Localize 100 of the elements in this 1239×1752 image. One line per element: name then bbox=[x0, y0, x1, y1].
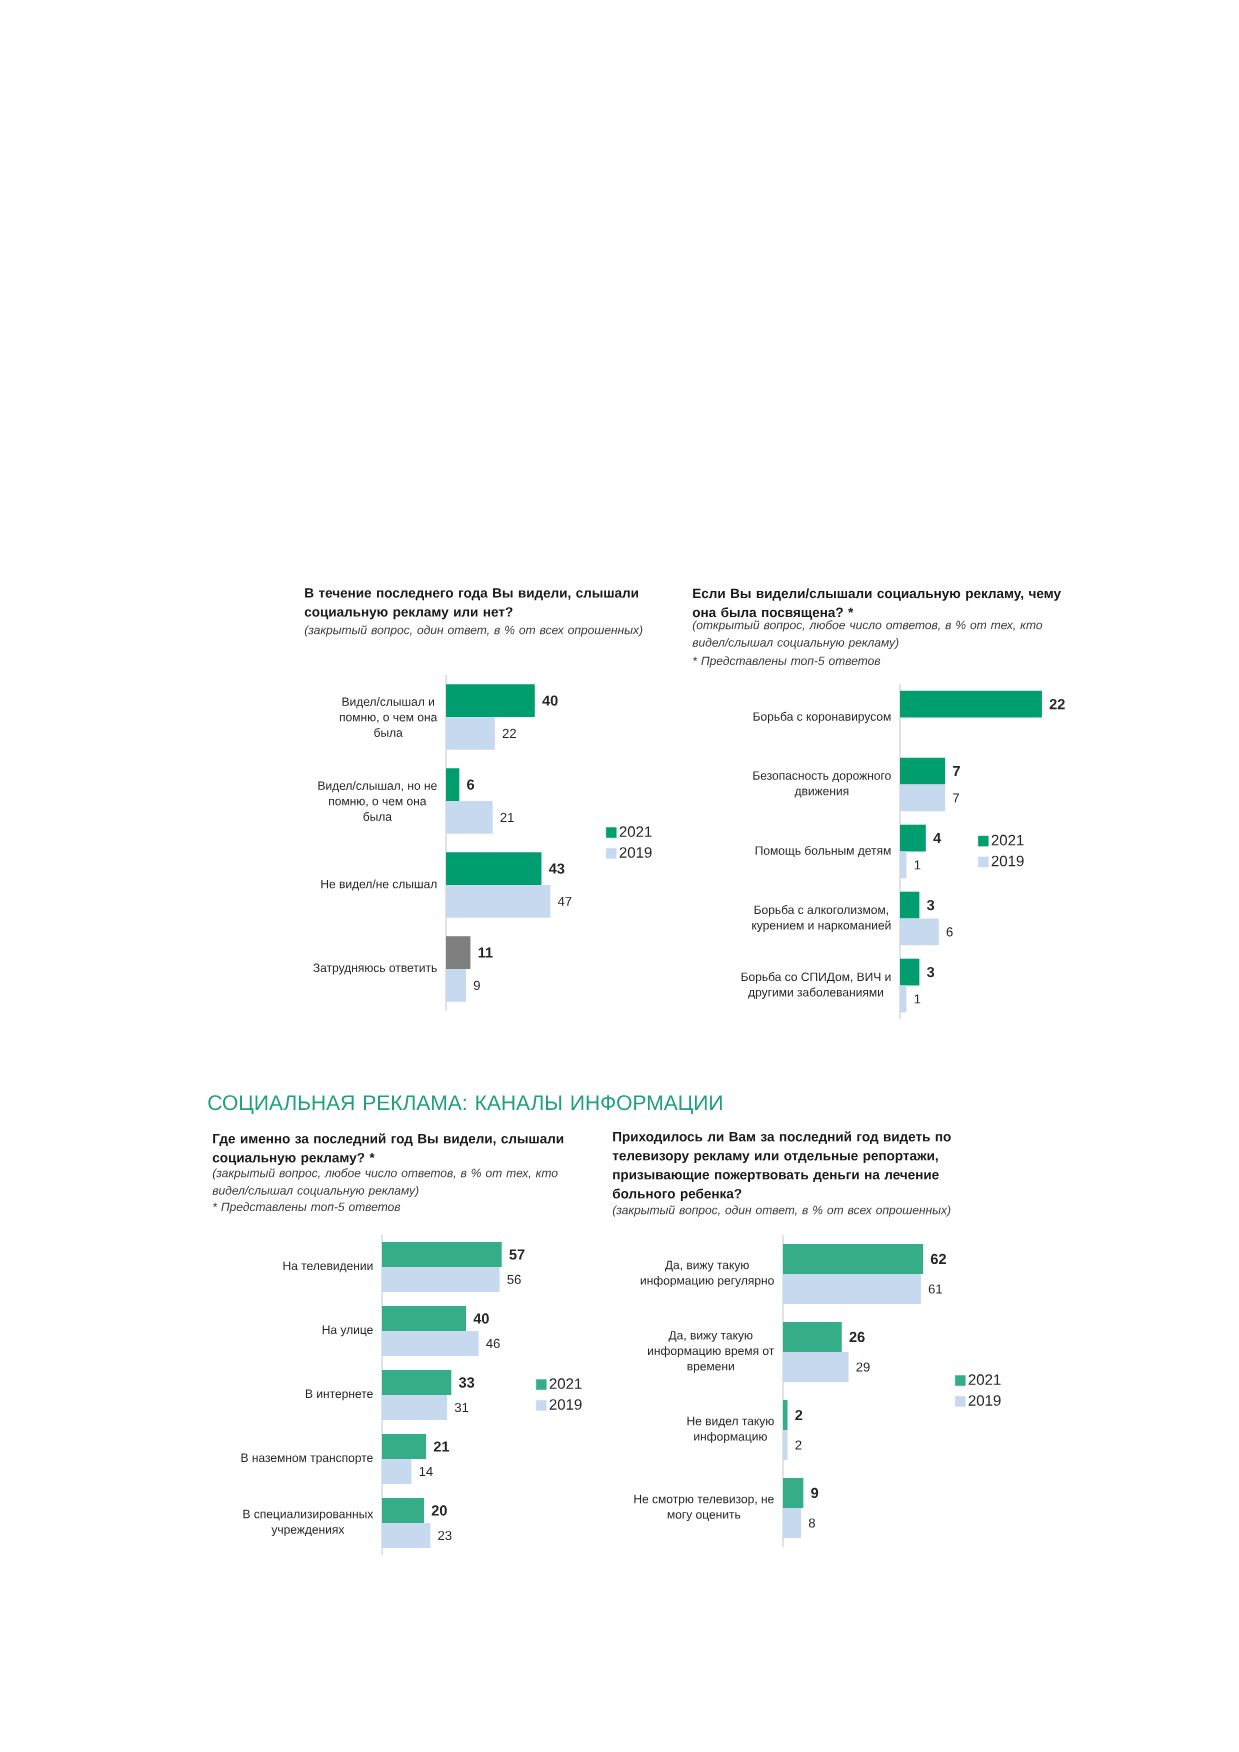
bar bbox=[446, 884, 551, 918]
y-tick-label: Не смотрю телевизор, не могу оценить bbox=[634, 1494, 774, 1522]
bar bbox=[382, 1523, 431, 1548]
bar bbox=[900, 690, 1042, 718]
data-label: 7 bbox=[953, 766, 960, 777]
bar bbox=[900, 784, 946, 812]
data-label: 2 bbox=[795, 1440, 802, 1450]
bar bbox=[900, 891, 920, 919]
y-tick-label: В наземном транспорте bbox=[241, 1453, 373, 1465]
bar bbox=[783, 1273, 921, 1305]
data-label: 1 bbox=[914, 994, 921, 1004]
bar bbox=[900, 918, 939, 946]
y-tick-label: Помощь больным детям bbox=[755, 845, 891, 858]
data-label: 6 bbox=[467, 779, 475, 790]
legend-label: 2019 bbox=[549, 1399, 582, 1410]
text: * Представлены топ-5 ответов bbox=[692, 656, 881, 668]
data-label: 23 bbox=[438, 1530, 452, 1541]
bar bbox=[446, 852, 542, 885]
data-label: 46 bbox=[486, 1338, 500, 1349]
bar bbox=[382, 1306, 467, 1331]
data-label: 62 bbox=[930, 1253, 946, 1265]
data-label: 61 bbox=[928, 1284, 942, 1294]
bar bbox=[382, 1434, 427, 1459]
data-label: 2 bbox=[795, 1409, 803, 1421]
legend-label: 2021 bbox=[619, 826, 652, 837]
data-label: 3 bbox=[926, 966, 935, 978]
y-tick-label: Безопасность дорожного движения bbox=[753, 771, 891, 798]
data-label: 57 bbox=[509, 1249, 525, 1260]
data-label: 33 bbox=[458, 1377, 475, 1388]
bar bbox=[900, 824, 926, 852]
bar bbox=[783, 1399, 788, 1430]
bar bbox=[446, 768, 460, 801]
data-label: 29 bbox=[856, 1362, 870, 1372]
text: * Представлены топ-5 ответов bbox=[212, 1202, 401, 1214]
bar bbox=[382, 1242, 502, 1267]
chart-subtitle: (закрытый вопрос, любое число ответов, в % от тех, кто видел/слышал социальную рекламу) bbox=[212, 1168, 558, 1198]
chart-subtitle: (закрытый вопрос, один ответ, в % от всех опрошенных) bbox=[612, 1205, 951, 1217]
y-tick-label: На телевидении bbox=[283, 1261, 373, 1273]
bar bbox=[382, 1330, 479, 1356]
chart-subtitle: (закрытый вопрос, один ответ, в % от всех опрошенных) bbox=[304, 625, 643, 637]
bar bbox=[783, 1507, 802, 1539]
legend-label: 2021 bbox=[968, 1374, 1001, 1385]
bar bbox=[446, 968, 466, 1002]
data-label: 1 bbox=[914, 860, 921, 870]
data-label: 14 bbox=[419, 1467, 433, 1476]
data-label: 9 bbox=[473, 980, 480, 990]
bar bbox=[446, 684, 535, 717]
legend-label: 2019 bbox=[991, 855, 1024, 867]
chart-subtitle: (открытый вопрос, любое число ответов, в % от тех, кто видел/слышал социальную рекламу) bbox=[692, 620, 1043, 650]
y-tick-label: Да, вижу такую информацию время от времени bbox=[648, 1331, 775, 1373]
data-label: 7 bbox=[953, 793, 960, 803]
bar bbox=[783, 1321, 842, 1352]
data-label: 47 bbox=[557, 896, 572, 906]
bar bbox=[446, 800, 493, 834]
text: СОЦИАЛЬНАЯ РЕКЛАМА: КАНАЛЫ ИНФОРМАЦИИ bbox=[208, 1095, 722, 1115]
data-label: 40 bbox=[473, 1313, 489, 1324]
y-tick-label: Не видел/не слышал bbox=[321, 879, 437, 891]
data-label: 22 bbox=[502, 728, 516, 738]
legend-label: 2021 bbox=[991, 834, 1024, 846]
data-label: 26 bbox=[849, 1331, 865, 1343]
chart-title: Приходилось ли Вам за последний год видеть по телевизору рекламу или отдельные репортажи, призывающие пожертвовать деньги на лечение больного ребенка? bbox=[612, 1131, 951, 1202]
bar bbox=[783, 1351, 849, 1383]
chart-title: В течение последнего года Вы видели, слышали социальную рекламу или нет? bbox=[304, 588, 638, 620]
data-label: 21 bbox=[500, 812, 514, 822]
chart-title: Если Вы видели/слышали социальную рекламу, чему она была посвящена? * bbox=[692, 588, 1061, 620]
bar bbox=[382, 1266, 500, 1292]
data-label: 8 bbox=[808, 1518, 816, 1528]
data-label: 20 bbox=[431, 1505, 447, 1516]
data-label: 21 bbox=[433, 1441, 450, 1452]
bar bbox=[900, 851, 907, 879]
bar bbox=[382, 1459, 412, 1484]
data-label: 9 bbox=[811, 1487, 819, 1499]
y-tick-label: Видел/слышал, но не помню, о чем она была bbox=[318, 781, 437, 821]
data-label: 40 bbox=[542, 695, 558, 706]
bar bbox=[382, 1370, 452, 1395]
y-tick-label: Борьба со СПИДом, ВИЧ и другими заболеваниями bbox=[741, 972, 891, 999]
y-tick-label: В специализированных учреждениях bbox=[243, 1509, 374, 1537]
bar bbox=[382, 1395, 448, 1420]
y-tick-label: Борьба с алкоголизмом, курением и наркоманией bbox=[752, 905, 891, 932]
bar bbox=[783, 1429, 788, 1461]
y-tick-label: Видел/слышал и помню, о чем она была bbox=[339, 697, 438, 737]
y-tick-label: Не видел такую информацию bbox=[687, 1416, 774, 1444]
data-label: 43 bbox=[548, 863, 565, 874]
bar bbox=[900, 958, 920, 986]
data-label: 6 bbox=[946, 927, 953, 937]
bar bbox=[446, 716, 495, 750]
y-tick-label: Борьба с коронавирусом bbox=[753, 711, 891, 724]
data-label: 3 bbox=[926, 899, 935, 911]
bar bbox=[446, 936, 471, 969]
bar bbox=[900, 757, 946, 785]
bar bbox=[783, 1243, 924, 1274]
bar bbox=[382, 1498, 425, 1523]
data-label: 22 bbox=[1049, 699, 1065, 710]
data-label: 56 bbox=[507, 1274, 521, 1285]
y-tick-label: На улице bbox=[322, 1325, 373, 1337]
y-tick-label: В интернете bbox=[305, 1389, 373, 1401]
bar bbox=[900, 985, 907, 1013]
data-label: 4 bbox=[933, 833, 942, 844]
legend-label: 2019 bbox=[619, 847, 652, 858]
bar bbox=[783, 1477, 804, 1508]
